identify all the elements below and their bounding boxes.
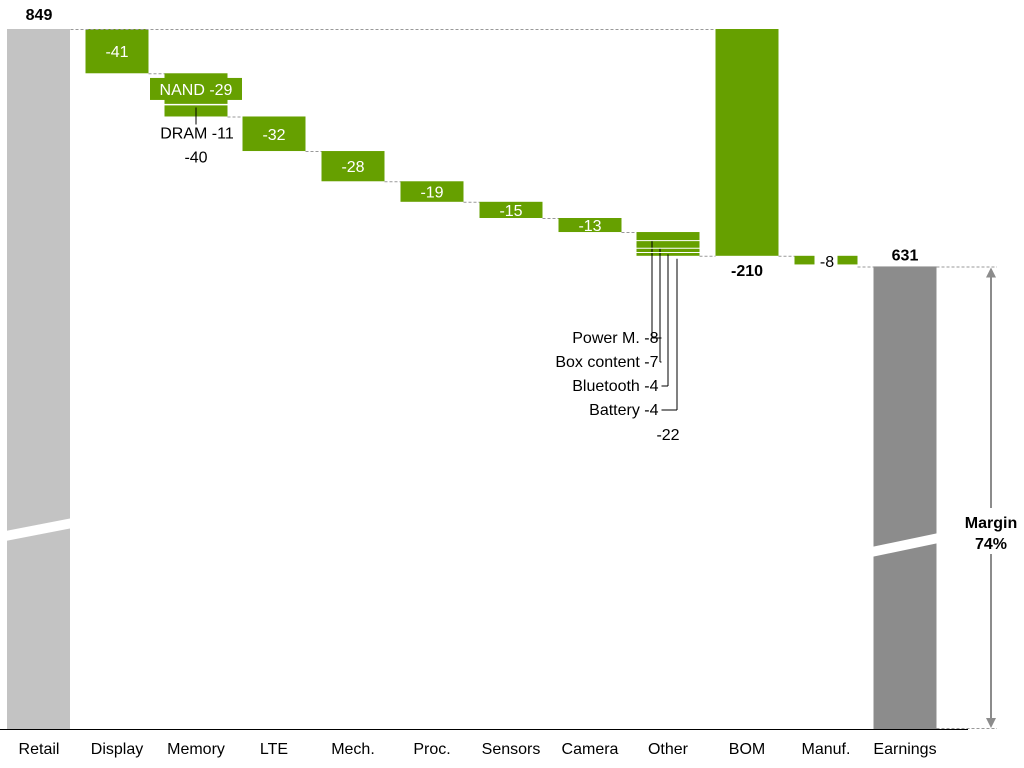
margin-arrow-head-bottom: [986, 718, 996, 728]
margin-label-line1: Margin: [965, 515, 1017, 532]
bar-display: [85, 29, 149, 74]
total-label-memory: -40: [184, 149, 207, 166]
segment-label-bluetooth: Bluetooth -4: [572, 378, 658, 395]
bar-camera: [558, 218, 622, 233]
bar-proc: [400, 181, 464, 202]
bar-lte: [242, 116, 306, 152]
category-label-sensors: Sensors: [482, 741, 541, 758]
value-label-earnings: 631: [892, 247, 919, 264]
segment-label-battery: Battery -4: [589, 402, 658, 419]
margin-arrow-head-top: [986, 267, 996, 278]
category-label-bom: BOM: [729, 741, 765, 758]
category-label-earnings: Earnings: [873, 741, 936, 758]
value-label-retail: 849: [26, 7, 53, 24]
value-label-proc: -19: [420, 185, 443, 202]
segment-label-dram: DRAM -11: [160, 125, 234, 142]
axis-break-retail: [5, 518, 73, 541]
segment-label-power-m: Power M. -8: [572, 330, 658, 347]
category-label-other: Other: [648, 741, 689, 758]
value-label-lte: -32: [262, 127, 285, 144]
label-backdrop-nand: [150, 77, 242, 100]
total-label-other: -22: [656, 427, 679, 444]
category-label-mech: Mech.: [331, 741, 375, 758]
value-label-sensors: -15: [499, 203, 522, 220]
bar-mech: [321, 151, 385, 182]
bar-earnings: [873, 266, 937, 729]
value-label-display: -41: [105, 44, 128, 61]
category-label-memory: Memory: [167, 741, 225, 758]
margin-label-value: 74%: [975, 536, 1007, 553]
value-label-bom: -210: [731, 263, 763, 280]
category-label-camera: Camera: [562, 741, 619, 758]
category-label-retail: Retail: [19, 741, 60, 758]
bar-manuf-left: [794, 255, 815, 265]
bar-bom: [715, 29, 779, 256]
category-label-proc: Proc.: [413, 741, 450, 758]
category-label-manuf: Manuf.: [802, 741, 851, 758]
bar-retail: [7, 29, 70, 729]
axis-break-earnings: [871, 533, 939, 557]
bar-manuf-right: [837, 255, 858, 265]
category-label-display: Display: [91, 741, 143, 758]
segment-label-box-content: Box content -7: [555, 354, 658, 371]
bar-sensors: [479, 201, 543, 218]
segment-label-nand: NAND -29: [160, 82, 233, 99]
value-label-mech: -28: [341, 159, 364, 176]
margin-label-backdrop: [955, 508, 1023, 554]
value-label-manuf: -8: [820, 254, 834, 271]
category-label-lte: LTE: [260, 741, 288, 758]
value-label-camera: -13: [578, 218, 601, 235]
